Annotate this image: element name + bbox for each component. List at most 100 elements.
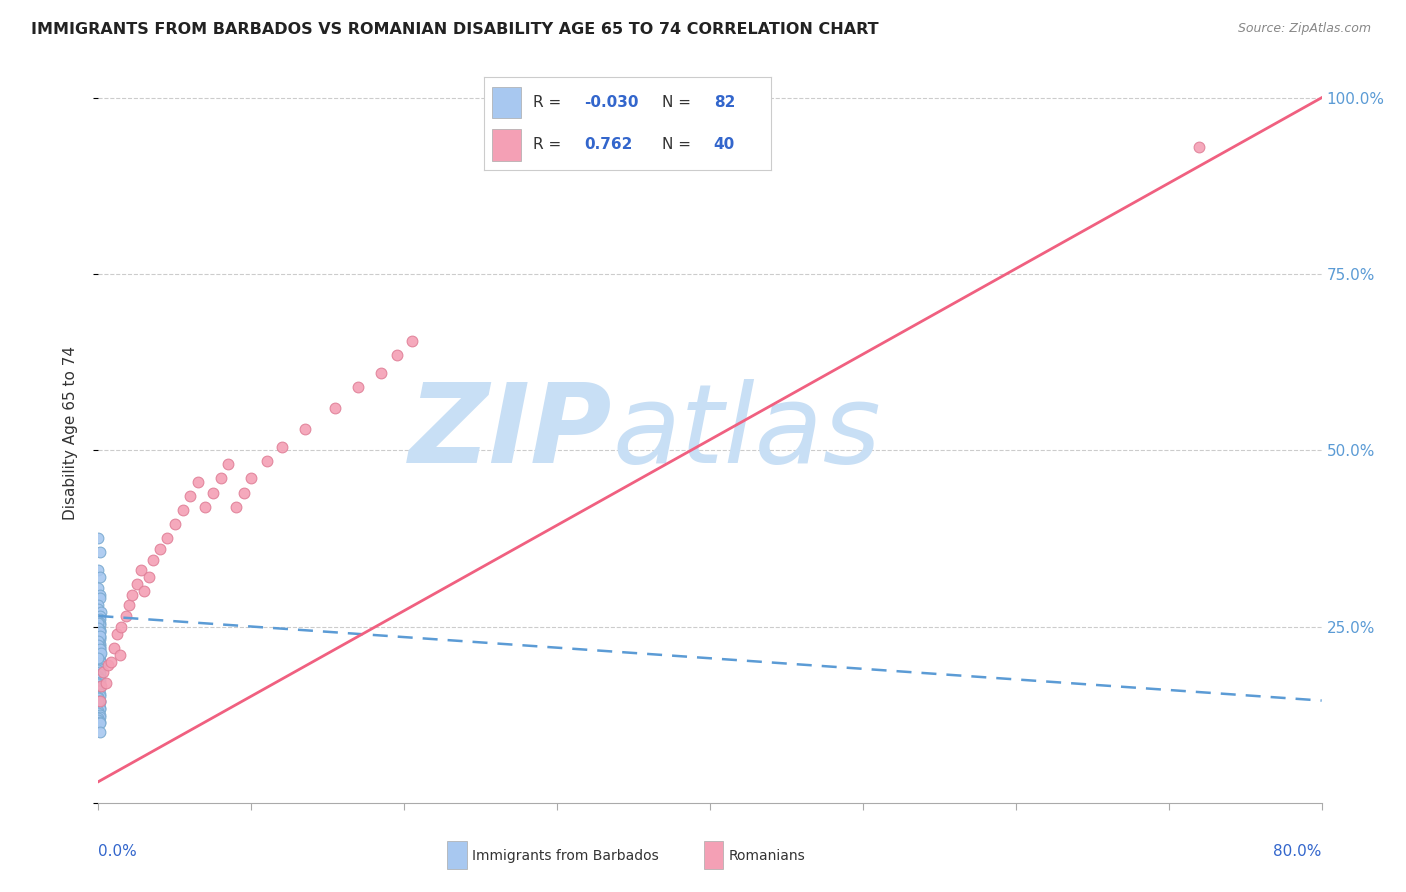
Point bbox=[90, 680, 112, 694]
Point bbox=[87, 711, 110, 725]
Text: 0.0%: 0.0% bbox=[98, 844, 138, 858]
Point bbox=[179, 489, 201, 503]
Point bbox=[256, 454, 278, 468]
Point bbox=[89, 618, 111, 632]
Point bbox=[87, 690, 110, 704]
Point bbox=[90, 646, 112, 660]
Text: Source: ZipAtlas.com: Source: ZipAtlas.com bbox=[1237, 22, 1371, 36]
Point bbox=[89, 680, 111, 694]
Point bbox=[89, 632, 111, 647]
Point bbox=[87, 693, 110, 707]
Point bbox=[89, 693, 111, 707]
Point bbox=[89, 545, 111, 559]
Point bbox=[89, 673, 111, 687]
Point bbox=[87, 621, 110, 635]
Text: 80.0%: 80.0% bbox=[1274, 844, 1322, 858]
Point bbox=[87, 669, 110, 683]
Point bbox=[149, 541, 172, 556]
Text: Romanians: Romanians bbox=[728, 849, 806, 863]
Point bbox=[87, 532, 110, 546]
Point bbox=[87, 599, 110, 613]
Point bbox=[232, 485, 254, 500]
Text: IMMIGRANTS FROM BARBADOS VS ROMANIAN DISABILITY AGE 65 TO 74 CORRELATION CHART: IMMIGRANTS FROM BARBADOS VS ROMANIAN DIS… bbox=[31, 22, 879, 37]
Point bbox=[87, 633, 110, 648]
Point bbox=[89, 689, 111, 703]
Point bbox=[115, 609, 138, 624]
Point bbox=[87, 644, 110, 658]
Point bbox=[87, 619, 110, 633]
Point bbox=[87, 633, 110, 648]
Point bbox=[94, 676, 117, 690]
Point bbox=[87, 649, 110, 664]
Point bbox=[89, 570, 111, 584]
Point bbox=[156, 532, 179, 546]
Point bbox=[87, 683, 110, 698]
Point bbox=[91, 665, 114, 680]
Point bbox=[108, 648, 131, 662]
Point bbox=[138, 570, 160, 584]
Point bbox=[134, 584, 156, 599]
Point bbox=[89, 710, 111, 724]
Point bbox=[325, 401, 347, 415]
Point bbox=[89, 662, 111, 676]
Point bbox=[89, 625, 111, 640]
Point bbox=[89, 658, 111, 673]
Point bbox=[89, 642, 111, 657]
Point bbox=[89, 700, 111, 714]
Point bbox=[89, 681, 111, 695]
Point bbox=[87, 670, 110, 684]
Point bbox=[89, 630, 111, 644]
Point bbox=[87, 635, 110, 649]
Point bbox=[202, 485, 225, 500]
Point bbox=[89, 702, 111, 716]
Point bbox=[194, 500, 217, 514]
Point bbox=[87, 581, 110, 595]
Point bbox=[209, 471, 232, 485]
Point bbox=[89, 716, 111, 731]
Point bbox=[89, 648, 111, 662]
Point bbox=[118, 599, 141, 613]
Point bbox=[89, 686, 111, 700]
Point bbox=[385, 348, 408, 362]
Point bbox=[87, 684, 110, 698]
Point bbox=[89, 629, 111, 643]
Point bbox=[89, 695, 111, 709]
Point bbox=[87, 660, 110, 674]
Point bbox=[89, 609, 111, 624]
Point bbox=[87, 698, 110, 713]
Point bbox=[89, 591, 111, 606]
Y-axis label: Disability Age 65 to 74: Disability Age 65 to 74 bbox=[63, 345, 77, 520]
Point bbox=[240, 471, 263, 485]
Point bbox=[89, 725, 111, 739]
Point bbox=[1188, 140, 1211, 154]
Point bbox=[294, 422, 316, 436]
Point bbox=[270, 440, 292, 454]
Point bbox=[87, 626, 110, 640]
Point bbox=[90, 606, 112, 620]
Point bbox=[89, 693, 111, 707]
Point bbox=[87, 706, 110, 720]
Point bbox=[103, 640, 125, 655]
Point bbox=[89, 667, 111, 681]
Point bbox=[89, 615, 111, 630]
Point bbox=[90, 656, 112, 670]
Point bbox=[87, 615, 110, 630]
Text: Immigrants from Barbados: Immigrants from Barbados bbox=[471, 849, 658, 863]
Point bbox=[87, 642, 110, 657]
Point bbox=[89, 646, 111, 660]
Point bbox=[89, 640, 111, 655]
Point bbox=[125, 577, 148, 591]
Point bbox=[89, 640, 111, 654]
Point bbox=[87, 713, 110, 727]
Point bbox=[142, 552, 165, 566]
Point bbox=[129, 563, 152, 577]
Point bbox=[87, 563, 110, 577]
Point bbox=[87, 704, 110, 718]
Point bbox=[87, 697, 110, 711]
Point bbox=[347, 380, 370, 394]
Point bbox=[87, 691, 110, 706]
Point bbox=[87, 650, 110, 665]
Point bbox=[87, 638, 110, 652]
Point bbox=[89, 653, 111, 667]
Point bbox=[87, 621, 110, 635]
